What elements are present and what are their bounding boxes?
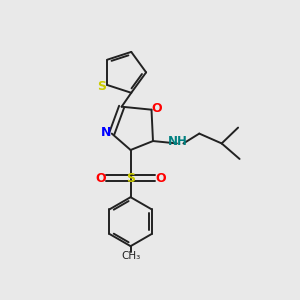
Text: CH₃: CH₃ xyxy=(121,251,140,261)
Text: S: S xyxy=(126,172,135,185)
Text: N: N xyxy=(101,127,112,140)
Text: O: O xyxy=(95,172,106,185)
Text: NH: NH xyxy=(167,135,188,148)
Text: S: S xyxy=(97,80,106,93)
Text: O: O xyxy=(155,172,166,185)
Text: O: O xyxy=(151,102,162,115)
